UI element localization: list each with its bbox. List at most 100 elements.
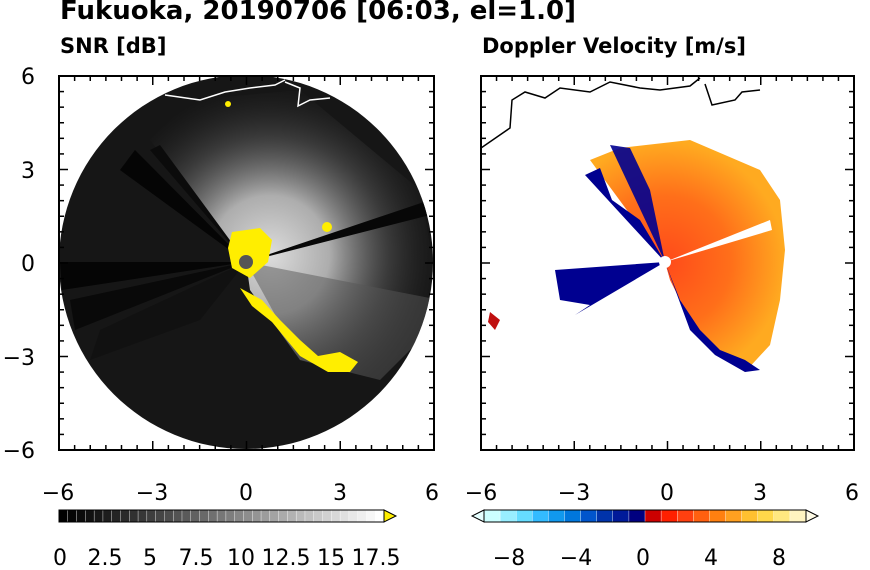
snr-colorbar-over-arrow [383,509,398,523]
snr-field [59,76,433,449]
velocity-colorbar-swatch [725,509,743,523]
velocity-colorbar-swatch [789,509,807,523]
snr-colorbar-frame [58,509,385,523]
velocity-colorbar-swatch [773,509,791,523]
snr-colorbar-swatch [260,509,271,523]
snr-colorbar-swatch [172,509,183,523]
velocity-colorbar-swatch [628,509,646,523]
snr-colorbar-swatch [155,509,165,523]
velocity-colorbar-swatch [741,509,759,523]
velocity-colorbar-frame [483,509,807,523]
snr-colorbar-swatch [137,509,148,523]
snr-colorbar-swatch [287,509,297,523]
velocity-colorbar-label: −8 [493,546,525,570]
snr-colorbar-swatch [181,509,192,523]
velocity-panel-title: Doppler Velocity [m/s] [482,34,746,58]
snr-y-tick-label: 3 [21,159,35,184]
velocity-field [481,77,785,372]
snr-colorbar-swatch [146,509,157,523]
snr-colorbar-swatch [252,509,262,523]
snr-x-tick-label: 0 [239,481,253,506]
snr-colorbar-swatch [322,509,332,523]
snr-colorbar-swatch [208,509,218,523]
velocity-colorbar-over-arrow [805,509,820,523]
snr-colorbar-swatch [331,509,341,523]
axis-ticks [58,75,855,451]
snr-colorbar-swatch [234,509,244,523]
velocity-colorbar-label: 4 [704,546,718,570]
velocity-colorbar-swatch [709,509,727,523]
snr-colorbar-swatch [85,509,95,523]
velocity-colorbar-swatch [564,509,582,523]
snr-colorbar-swatch [295,509,306,523]
snr-colorbar-swatch [58,509,69,523]
snr-y-tick-labels: 6 3 0 −3 −6 [3,65,35,464]
snr-y-tick-label: −3 [3,346,35,371]
velocity-colorbar-swatch [548,509,566,523]
snr-colorbar [58,509,398,523]
velocity-colorbar-swatch [532,509,549,523]
velocity-colorbar-labels: −8 −4 0 4 8 [493,546,786,570]
velocity-x-tick-label: 6 [845,481,859,506]
velocity-colorbar-swatch [499,509,517,523]
snr-colorbar-labels: 0 2.5 5 7.5 10 12.5 15 17.5 [53,546,400,570]
snr-colorbar-swatch [339,509,350,523]
snr-colorbar-label: 10 [227,546,255,570]
snr-colorbar-swatch [278,509,288,523]
snr-colorbar-swatch [67,509,78,523]
snr-colorbar-swatch [93,509,104,523]
snr-colorbar-swatch [216,509,227,523]
snr-colorbar-swatch [164,509,174,523]
snr-colorbar-label: 2.5 [88,546,123,570]
snr-colorbar-swatch [243,509,253,523]
snr-colorbar-swatch [199,509,209,523]
velocity-colorbar-swatch [677,509,694,523]
velocity-x-tick-label: −3 [558,481,590,506]
velocity-x-tick-label: 0 [660,481,674,506]
velocity-colorbar-label: 8 [772,546,786,570]
velocity-colorbar-swatch [483,509,501,523]
velocity-colorbar [470,509,820,523]
snr-colorbar-swatch [129,509,139,523]
snr-colorbar-label: 15 [317,546,345,570]
snr-x-tick-label: −3 [136,481,168,506]
snr-colorbar-swatch [120,509,130,523]
velocity-colorbar-label: −4 [560,546,592,570]
snr-colorbar-swatch [76,509,86,523]
snr-colorbar-swatch [375,509,385,523]
snr-colorbar-swatch [366,509,376,523]
velocity-colorbar-under-arrow [470,509,485,523]
axis-tick-labels: −6 −3 0 3 6 −6 −3 0 3 6 [42,481,859,506]
snr-x-tick-label: −6 [42,481,74,506]
snr-x-tick-label: 3 [333,481,347,506]
snr-colorbar-swatch [225,509,236,523]
velocity-colorbar-swatch [596,509,614,523]
velocity-x-tick-label: −6 [465,481,497,506]
figure-title: Fukuoka, 20190706 [06:03, el=1.0] [60,0,577,26]
velocity-colorbar-swatch [580,509,598,523]
snr-colorbar-label: 17.5 [352,546,401,570]
snr-y-tick-label: 0 [21,252,35,277]
snr-colorbar-label: 0 [53,546,67,570]
snr-colorbar-swatch [348,509,359,523]
snr-x-tick-label: 6 [425,481,439,506]
velocity-colorbar-swatch [612,509,630,523]
snr-colorbar-label: 5 [143,546,157,570]
snr-panel-title: SNR [dB] [60,34,167,58]
velocity-x-tick-label: 3 [753,481,767,506]
snr-colorbar-swatch [304,509,315,523]
snr-colorbar-label: 12.5 [262,546,311,570]
snr-colorbar-swatch [111,509,121,523]
velocity-colorbar-swatch [757,509,775,523]
velocity-colorbar-label: 0 [636,546,650,570]
snr-colorbar-swatch [269,509,280,523]
snr-colorbar-swatch [190,509,201,523]
snr-colorbar-swatch [357,509,367,523]
snr-y-tick-label: 6 [21,65,35,90]
snr-colorbar-swatch [102,509,113,523]
snr-colorbar-swatch [313,509,324,523]
snr-colorbar-label: 7.5 [179,546,214,570]
velocity-colorbar-swatch [693,509,710,523]
snr-y-tick-label: −6 [3,439,35,464]
